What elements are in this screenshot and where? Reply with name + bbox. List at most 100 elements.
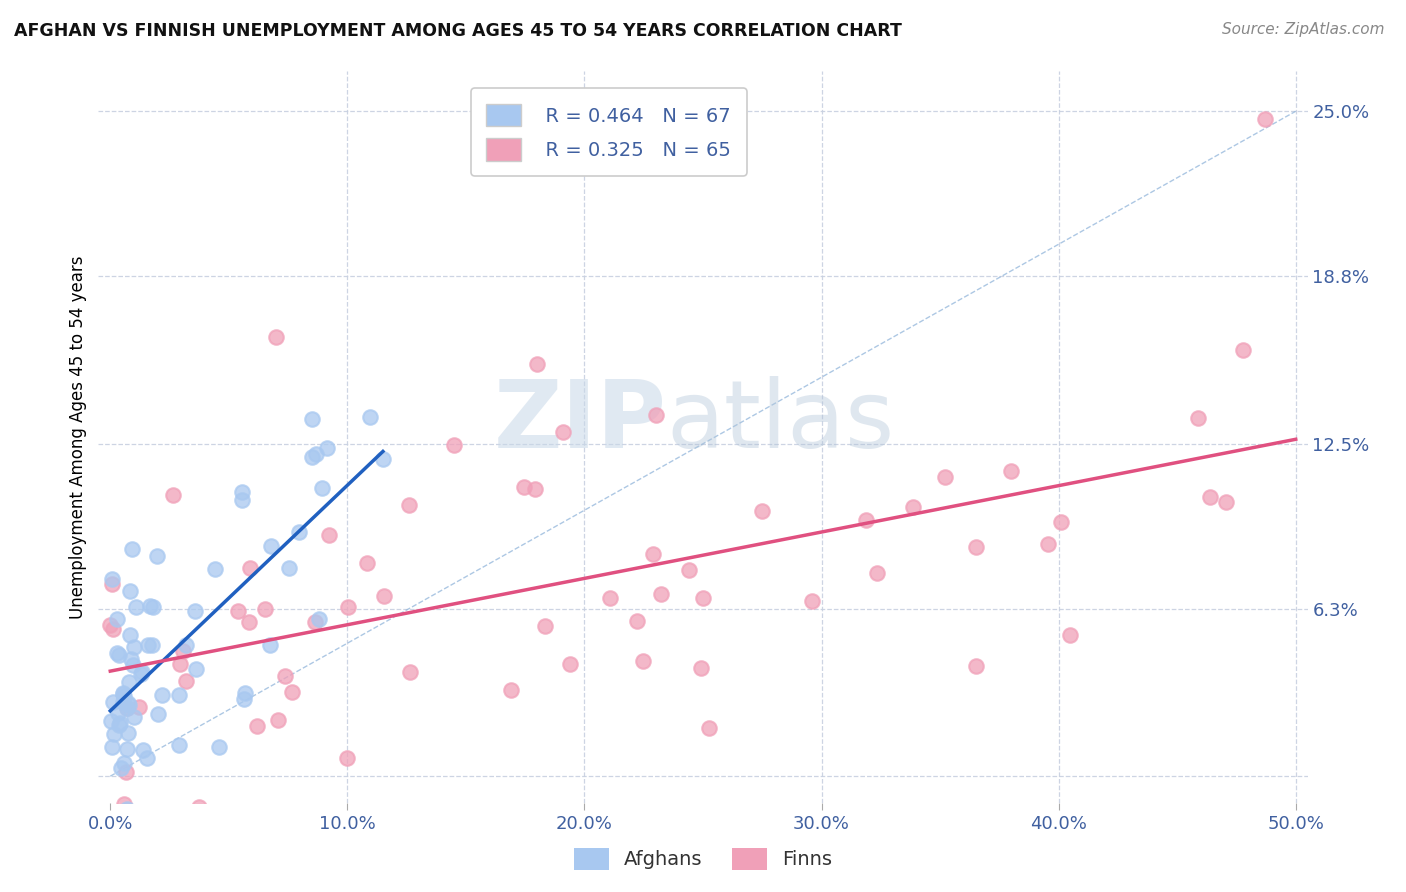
Point [118,628,141,642]
Text: ZIP: ZIP [494,376,666,468]
Point [112,756,135,771]
Point [359,410,381,425]
Point [253,602,276,616]
Point [965,540,987,554]
Point [128,700,150,714]
Point [1187,410,1209,425]
Point [141,638,163,652]
Point [678,564,700,578]
Point [115,701,138,715]
Point [1232,343,1254,357]
Point [226,604,249,618]
Point [101,695,124,709]
Point [103,622,125,636]
Point [513,480,536,494]
Point [751,504,773,518]
Point [101,572,124,586]
Point [231,493,253,508]
Point [1059,628,1081,642]
Point [115,802,138,816]
Point [333,809,356,823]
Point [117,742,139,756]
Point [277,560,299,574]
Point [443,438,465,452]
Point [100,577,122,591]
Point [1215,494,1237,508]
Point [336,750,359,764]
Point [162,488,184,502]
Point [318,528,340,542]
Point [100,714,122,729]
Point [131,743,153,757]
Point [169,657,191,672]
Point [1050,516,1073,530]
Point [304,447,326,461]
Point [533,619,555,633]
Point [145,549,167,563]
Point [117,726,139,740]
Point [281,684,304,698]
Point [501,683,523,698]
Point [139,599,162,613]
Point [118,675,141,690]
Point [170,809,193,823]
Point [124,710,146,724]
Legend:   R = 0.464   N = 67,   R = 0.325   N = 65: R = 0.464 N = 67, R = 0.325 N = 65 [471,88,747,176]
Point [398,665,420,680]
Point [301,411,323,425]
Point [903,500,925,515]
Point [122,657,145,672]
Point [965,658,987,673]
Point [112,689,135,703]
Text: atlas: atlas [666,376,896,468]
Point [650,587,672,601]
Point [124,640,146,655]
Point [131,665,153,679]
Point [135,751,157,765]
Point [1199,491,1222,505]
Point [112,695,135,709]
Point [172,644,194,658]
Point [231,485,253,500]
Text: Source: ZipAtlas.com: Source: ZipAtlas.com [1222,22,1385,37]
Point [260,540,283,554]
Point [934,469,956,483]
Point [301,450,323,464]
Point [187,800,209,814]
Point [108,716,131,731]
Point [167,688,190,702]
Point [373,589,395,603]
Point [110,761,132,775]
Point [643,548,665,562]
Point [118,698,141,713]
Point [304,615,326,629]
Point [316,442,339,456]
Point [184,604,207,618]
Point [112,797,135,811]
Point [356,557,378,571]
Point [117,696,139,710]
Point [274,669,297,683]
Point [264,330,287,344]
Point [167,738,190,752]
Point [108,648,131,663]
Point [1000,464,1022,478]
Point [1254,112,1277,127]
Text: AFGHAN VS FINNISH UNEMPLOYMENT AMONG AGES 45 TO 54 YEARS CORRELATION CHART: AFGHAN VS FINNISH UNEMPLOYMENT AMONG AGE… [14,22,901,40]
Point [233,686,256,700]
Point [142,600,165,615]
Point [692,591,714,606]
Point [308,611,330,625]
Point [526,357,548,371]
Point [136,638,159,652]
Point [801,594,824,608]
Point [176,638,198,652]
Point [626,614,648,628]
Point [238,615,260,629]
Point [150,688,173,702]
Y-axis label: Unemployment Among Ages 45 to 54 years: Unemployment Among Ages 45 to 54 years [69,255,87,619]
Point [105,646,128,660]
Point [288,525,311,540]
Point [866,566,889,581]
Point [246,719,269,733]
